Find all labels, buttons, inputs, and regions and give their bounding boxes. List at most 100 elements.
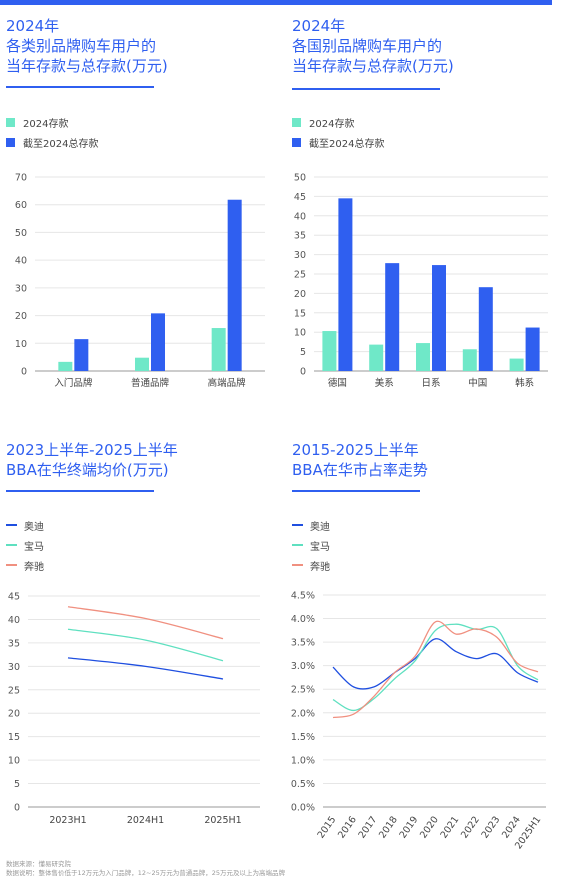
legend-item: 奔驰 xyxy=(6,555,44,575)
x-tick-label: 德国 xyxy=(328,377,347,389)
legend-label: 2024存款 xyxy=(309,118,355,130)
bar xyxy=(227,199,242,371)
footer: 数据来源：懂易研究院 数据说明：整体售价低于12万元为入门品牌，12~25万元为… xyxy=(6,860,285,878)
chart-title: 2023上半年-2025上半年 BBA在华终端均价(万元) xyxy=(6,441,178,479)
x-tick-label: 2025H1 xyxy=(204,815,241,826)
x-tick-label: 2018 xyxy=(377,814,400,840)
legend-label: 宝马 xyxy=(24,541,44,553)
legend-swatch xyxy=(292,137,301,147)
x-tick-label: 2015 xyxy=(316,814,339,840)
title-underline xyxy=(292,88,440,90)
x-tick-label: 2024H1 xyxy=(127,815,164,826)
y-tick-label: 20 xyxy=(8,709,20,720)
y-tick-label: 70 xyxy=(15,173,27,184)
bar xyxy=(135,357,149,371)
x-tick-label: 2021 xyxy=(439,814,462,840)
legend-item: 2024存款 xyxy=(6,112,98,132)
y-tick-label: 10 xyxy=(15,339,27,350)
y-tick-label: 15 xyxy=(8,732,20,743)
y-tick-label: 2.0% xyxy=(291,708,315,719)
legend-item: 宝马 xyxy=(6,535,44,555)
y-tick-label: 4.5% xyxy=(291,591,315,602)
legend-label: 截至2024总存款 xyxy=(23,138,99,150)
legend-swatch xyxy=(6,524,17,526)
x-tick-label: 2016 xyxy=(336,814,359,840)
legend: 2024存款 截至2024总存款 xyxy=(6,112,98,152)
chart-bba-price: 0 5 10 15 20 25 30 35 40 45 2023H1 2024H1 2025H1 xyxy=(8,592,260,826)
bar xyxy=(338,198,353,371)
x-tick-label: 2023 xyxy=(480,814,503,840)
bar xyxy=(462,349,477,371)
chart-title: 2024年 各类别品牌购车用户的 当年存款与总存款(万元) xyxy=(6,17,168,75)
legend-item: 奔驰 xyxy=(292,555,330,575)
y-tick-label: 30 xyxy=(294,250,306,261)
legend-label: 奥迪 xyxy=(24,521,44,533)
bar xyxy=(416,343,430,371)
title-underline xyxy=(6,490,154,492)
y-tick-label: 40 xyxy=(15,256,27,267)
y-tick-label: 50 xyxy=(294,173,306,184)
bar xyxy=(74,339,89,371)
legend-swatch xyxy=(292,524,303,526)
legend-item: 截至2024总存款 xyxy=(6,132,98,152)
x-tick-label: 美系 xyxy=(375,377,394,389)
series-line xyxy=(332,620,539,719)
x-tick-label: 2017 xyxy=(357,814,380,840)
series-line xyxy=(67,657,224,680)
legend-label: 2024存款 xyxy=(23,118,69,130)
y-tick-label: 0 xyxy=(300,367,306,378)
footer-note: 数据说明：整体售价低于12万元为入门品牌，12~25万元为普通品牌，25万元及以… xyxy=(6,869,286,877)
chart-title: 2024年 各国别品牌购车用户的 当年存款与总存款(万元) xyxy=(292,17,454,75)
y-tick-label: 5 xyxy=(300,347,306,358)
legend-item: 截至2024总存款 xyxy=(292,132,384,152)
y-tick-label: 45 xyxy=(8,592,20,603)
y-tick-label: 30 xyxy=(15,283,27,294)
y-tick-label: 10 xyxy=(8,756,20,767)
y-tick-label: 15 xyxy=(294,308,306,319)
bar xyxy=(525,327,540,371)
series-line xyxy=(332,623,539,712)
y-tick-label: 25 xyxy=(294,270,306,281)
bar xyxy=(322,331,337,371)
top-accent-bar xyxy=(0,0,552,5)
y-tick-label: 0 xyxy=(21,367,27,378)
x-tick-label: 高端品牌 xyxy=(208,377,247,389)
y-tick-label: 20 xyxy=(15,311,27,322)
title-underline xyxy=(6,86,154,88)
legend-swatch xyxy=(292,117,301,127)
chart-title: 2015-2025上半年 BBA在华市占率走势 xyxy=(292,441,428,479)
legend: 2024存款 截至2024总存款 xyxy=(292,112,384,152)
legend: 奥迪 宝马 奔驰 xyxy=(6,515,44,575)
bar xyxy=(432,265,446,371)
x-tick-label: 2019 xyxy=(398,814,421,840)
legend-swatch xyxy=(6,564,17,566)
y-tick-label: 0.0% xyxy=(291,803,315,814)
y-tick-label: 10 xyxy=(294,328,306,339)
y-tick-label: 4.0% xyxy=(291,614,315,625)
y-tick-label: 50 xyxy=(15,228,27,239)
bar xyxy=(151,313,165,371)
y-tick-label: 20 xyxy=(294,289,306,300)
y-tick-label: 0 xyxy=(14,803,20,814)
y-tick-label: 3.0% xyxy=(291,661,315,672)
bar xyxy=(509,358,524,371)
y-tick-label: 1.0% xyxy=(291,755,315,766)
legend-swatch xyxy=(6,544,17,546)
y-tick-label: 3.5% xyxy=(291,638,315,649)
series-line xyxy=(332,638,539,690)
y-tick-label: 2.5% xyxy=(291,685,315,696)
legend: 奥迪 宝马 奔驰 xyxy=(292,515,330,575)
legend-swatch xyxy=(6,137,15,147)
legend-item: 奥迪 xyxy=(292,515,330,535)
x-tick-label: 2022 xyxy=(459,814,482,840)
legend-label: 截至2024总存款 xyxy=(309,138,385,150)
title-underline xyxy=(292,490,420,492)
y-tick-label: 0.5% xyxy=(291,779,315,790)
y-tick-label: 30 xyxy=(8,662,20,673)
y-tick-label: 25 xyxy=(8,685,20,696)
y-tick-label: 40 xyxy=(8,615,20,626)
y-tick-label: 1.5% xyxy=(291,732,315,743)
bar xyxy=(211,328,226,371)
bar xyxy=(369,344,384,371)
legend-label: 宝马 xyxy=(310,541,330,553)
